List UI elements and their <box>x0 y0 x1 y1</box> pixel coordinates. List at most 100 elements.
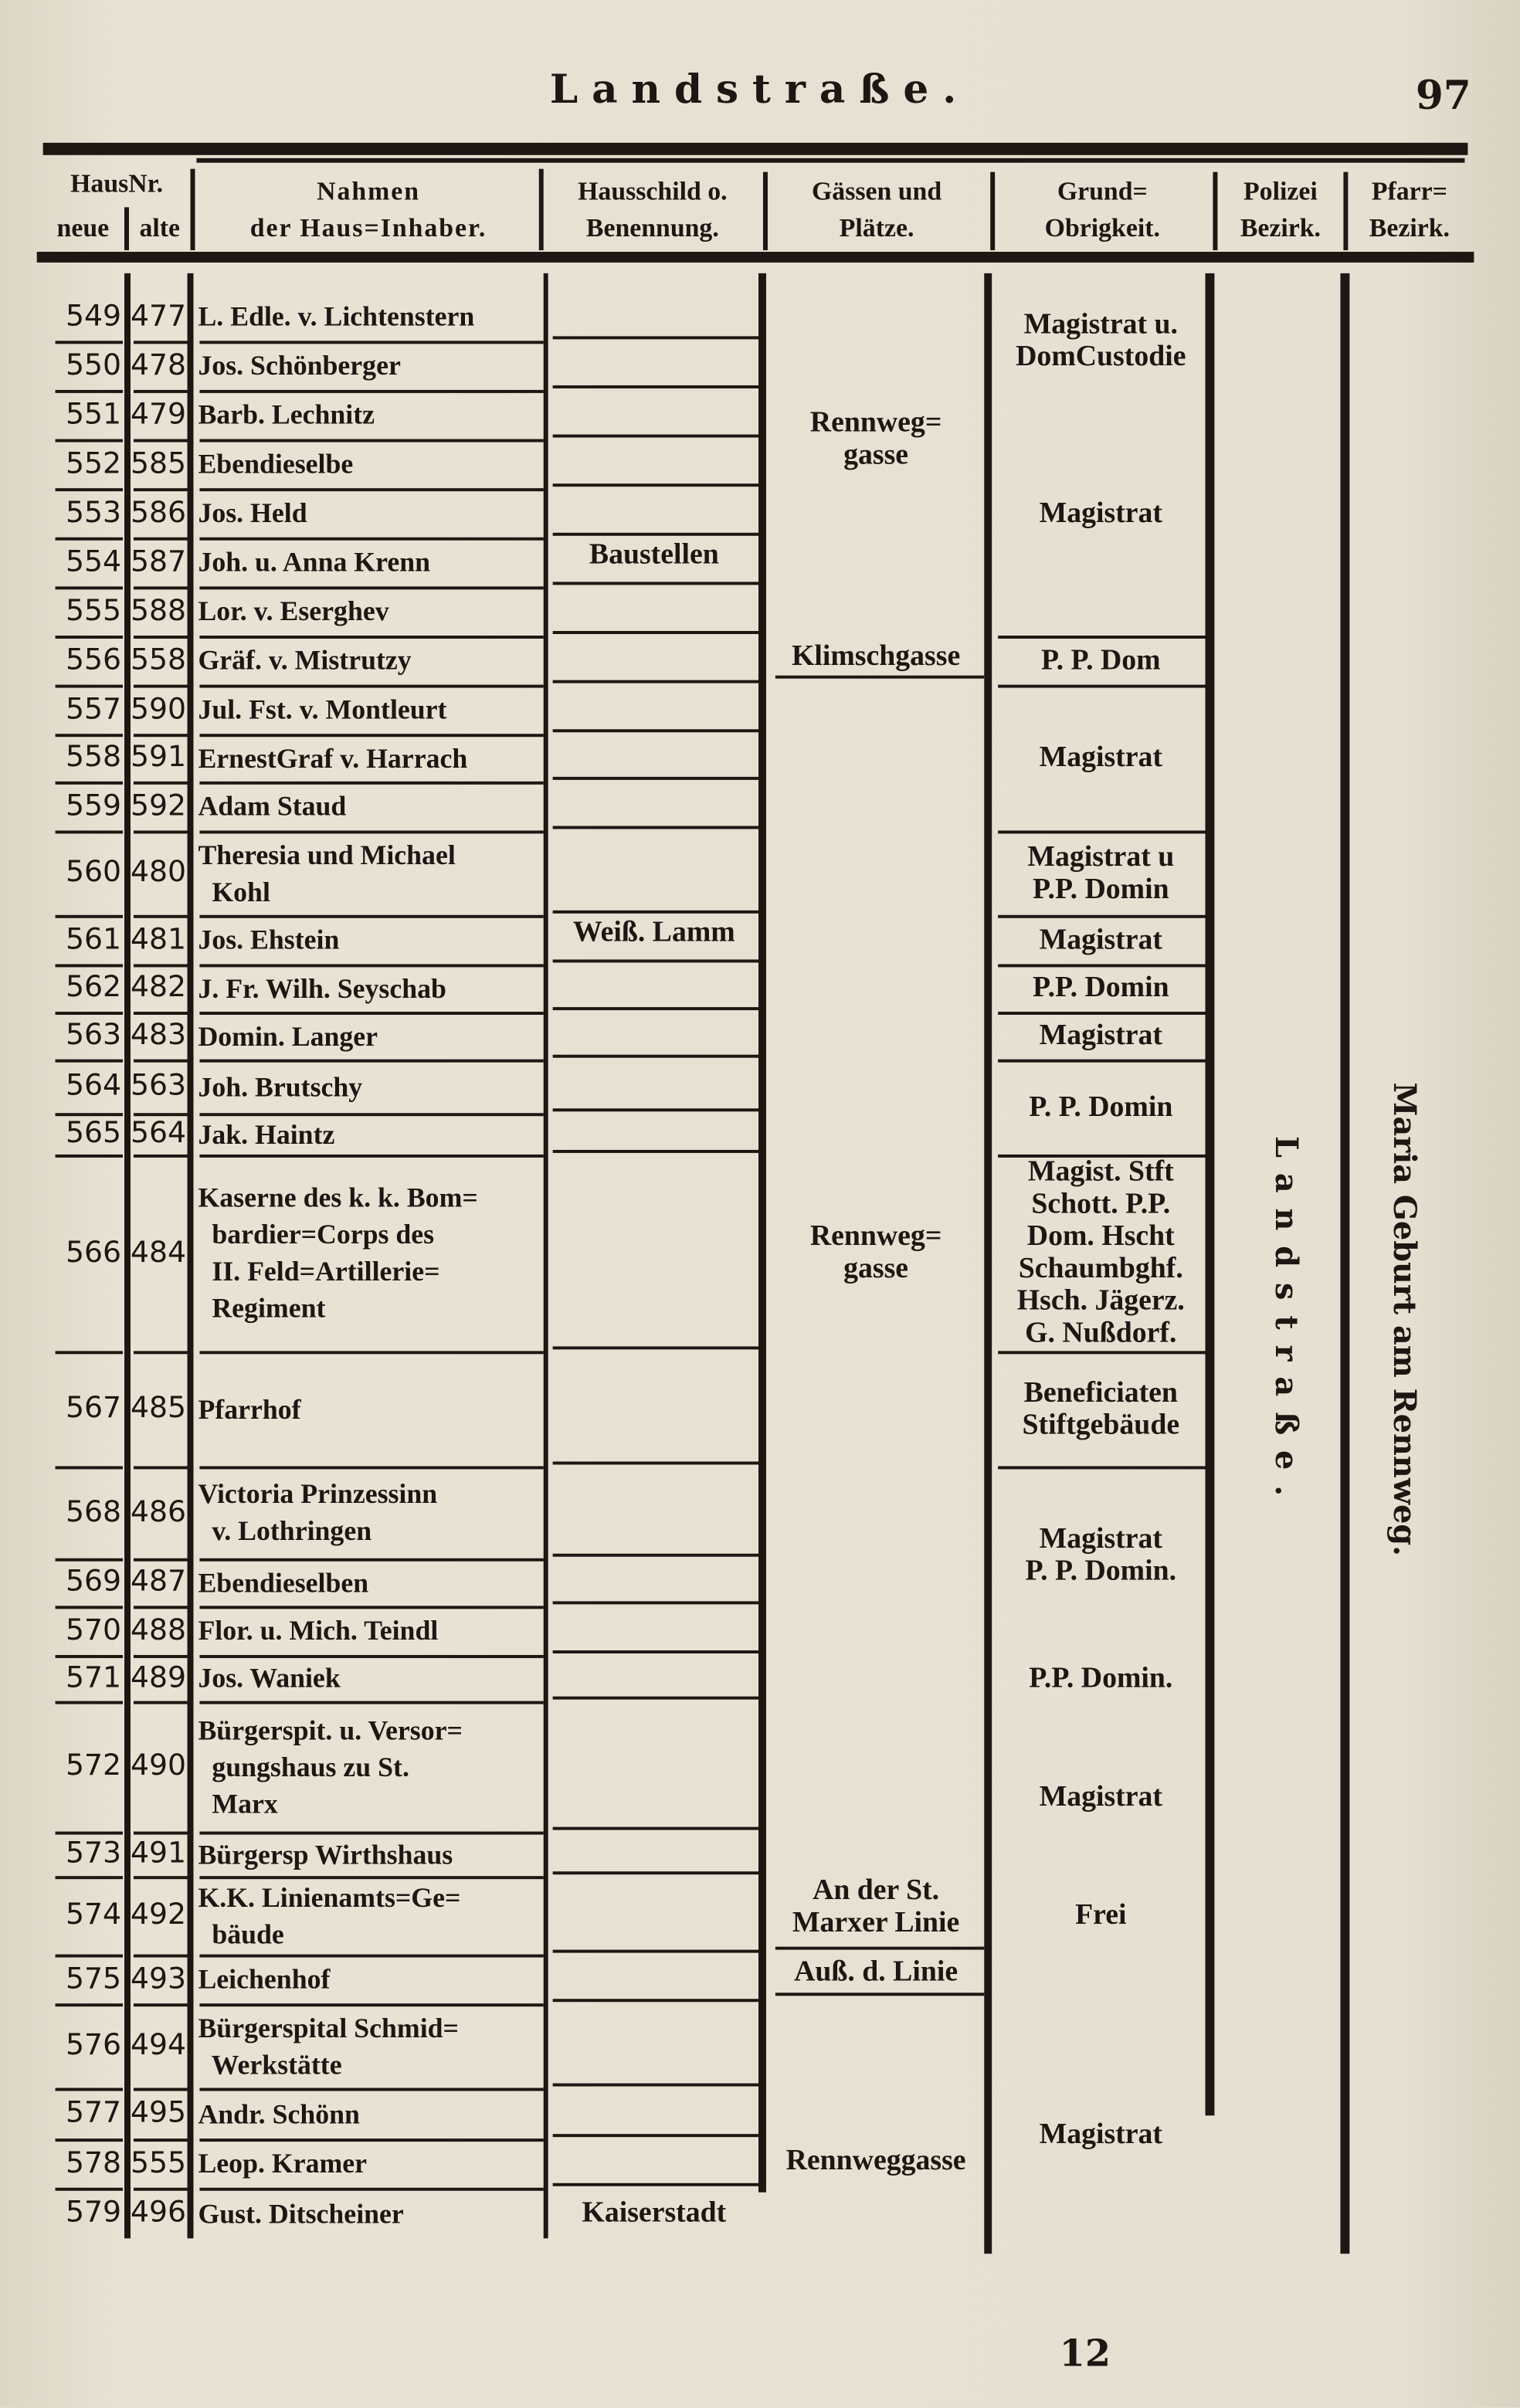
row-separator <box>552 1871 759 1874</box>
street-separator <box>775 675 985 679</box>
table-row-alte: 491 <box>130 1836 187 1870</box>
row-separator <box>552 483 759 487</box>
row-separator <box>133 964 188 968</box>
row-separator <box>133 635 188 639</box>
row-separator <box>199 586 544 590</box>
column-divider <box>543 273 548 2239</box>
landlord: Magist. Stft Schott. P.P. Dom. Hscht Sch… <box>1016 1155 1185 1350</box>
landlord: Beneficiaten Stiftgebäude <box>1022 1376 1180 1441</box>
table-row-alte: 493 <box>130 1961 187 1996</box>
table-row-alte: 585 <box>130 446 187 480</box>
row-separator <box>133 389 188 393</box>
row-separator <box>552 434 759 437</box>
row-separator <box>55 2187 124 2191</box>
header-divider <box>538 168 544 251</box>
row-separator <box>552 1650 759 1653</box>
table-row-alte: 586 <box>130 495 187 529</box>
row-separator <box>199 635 544 639</box>
row-separator <box>199 1012 544 1016</box>
house-sign: Kaiserstadt <box>582 2196 727 2230</box>
header-divider <box>1343 171 1349 251</box>
row-separator <box>552 1601 759 1604</box>
table-row-alte: 587 <box>130 544 187 578</box>
row-separator <box>199 1558 544 1562</box>
row-separator <box>199 2187 544 2191</box>
table-row-alte: 590 <box>130 691 187 726</box>
police-district: Landstraße. <box>1268 1136 1305 1511</box>
table-row-neue: 553 <box>65 495 122 529</box>
row-separator <box>552 1108 759 1111</box>
table-row-neue: 565 <box>65 1116 122 1150</box>
table-row-neue: 578 <box>65 2145 122 2179</box>
table-row-neue: 570 <box>65 1613 122 1647</box>
row-separator <box>133 914 188 918</box>
street-separator <box>775 1946 985 1950</box>
row-separator <box>133 1351 188 1355</box>
row-separator <box>199 1831 544 1835</box>
table-row-owner: Adam Staud <box>198 790 347 822</box>
street-name: Rennweg= gasse <box>809 406 942 472</box>
row-separator <box>133 2187 188 2191</box>
row-separator <box>199 734 544 738</box>
row-separator <box>55 586 124 590</box>
row-separator <box>552 1346 759 1349</box>
table-row-alte: 555 <box>130 2145 187 2179</box>
table-row-neue: 571 <box>65 1660 122 1694</box>
row-separator <box>133 1954 188 1958</box>
landlord-separator <box>998 1059 1206 1062</box>
table-row-neue: 562 <box>65 970 122 1005</box>
row-separator <box>552 959 759 962</box>
table-row-alte: 564 <box>130 1116 187 1150</box>
table-row-neue: 572 <box>65 1748 122 1782</box>
table-row-neue: 575 <box>65 1961 122 1996</box>
row-separator <box>133 439 188 443</box>
table-row-owner: Jak. Haintz <box>198 1118 335 1149</box>
landlord-separator <box>998 635 1206 638</box>
row-separator <box>199 389 544 393</box>
row-separator <box>552 1949 759 1952</box>
row-separator <box>55 1701 124 1704</box>
landlord: Frei <box>1075 1899 1127 1931</box>
row-separator <box>133 1012 188 1016</box>
row-separator <box>55 1876 124 1880</box>
table-row-alte: 482 <box>130 970 187 1005</box>
landlord-separator <box>998 964 1206 967</box>
row-separator <box>199 1059 544 1063</box>
table-row-owner: Jos. Held <box>198 497 307 528</box>
row-separator <box>552 776 759 779</box>
header-haus-nr: HausNr. <box>70 168 164 198</box>
row-separator <box>199 1351 544 1355</box>
row-separator <box>133 1654 188 1658</box>
street-name: Rennweggasse <box>785 2145 966 2177</box>
row-separator <box>55 341 124 344</box>
row-separator <box>199 1701 544 1704</box>
table-row-alte: 563 <box>130 1068 187 1103</box>
table-row-neue: 556 <box>65 642 122 677</box>
table-row-neue: 555 <box>65 593 122 628</box>
table-row-owner: Domin. Langer <box>198 1019 378 1051</box>
table-row-owner: Leichenhof <box>198 1963 331 1995</box>
table-row-alte: 478 <box>130 348 187 382</box>
row-separator <box>55 781 124 785</box>
row-separator <box>199 341 544 344</box>
header-owner: Nahmen der Haus=Inhaber. <box>249 176 487 243</box>
row-separator <box>552 336 759 339</box>
row-separator <box>199 2138 544 2142</box>
table-row-alte: 486 <box>130 1494 187 1528</box>
table-row-alte: 480 <box>130 855 187 889</box>
row-separator <box>55 1113 124 1117</box>
table-row-owner: Jos. Ehstein <box>198 924 340 955</box>
row-separator <box>133 1701 188 1704</box>
header-divider <box>190 168 195 251</box>
table-row-owner: Ebendieselben <box>198 1566 369 1598</box>
header-police: Polizei Bezirk. <box>1240 176 1321 243</box>
table-row-neue: 549 <box>65 298 122 333</box>
row-separator <box>133 781 188 785</box>
header-parish: Pfarr= Bezirk. <box>1369 176 1450 243</box>
row-separator <box>199 830 544 834</box>
table-row-neue: 569 <box>65 1564 122 1599</box>
row-separator <box>199 1654 544 1658</box>
landlord: P. P. Dom <box>1041 643 1161 677</box>
table-row-alte: 490 <box>130 1748 187 1782</box>
row-separator <box>55 684 124 688</box>
